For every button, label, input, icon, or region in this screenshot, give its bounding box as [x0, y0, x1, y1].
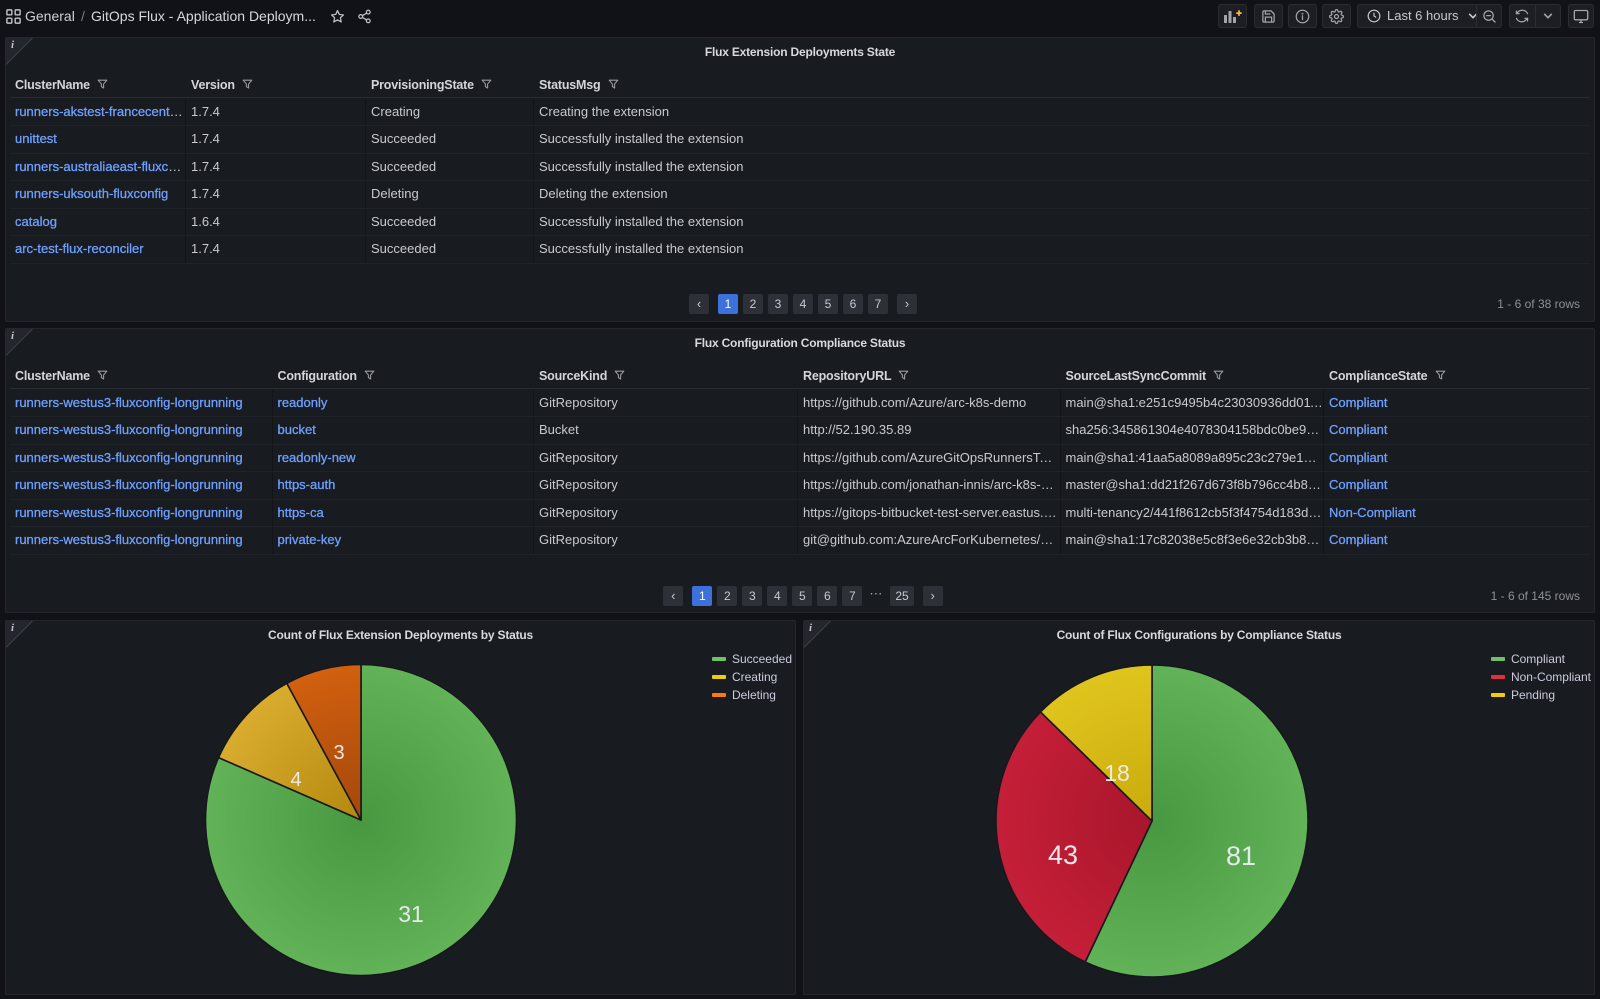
svg-text:81: 81: [1226, 841, 1256, 871]
svg-text:4: 4: [290, 769, 301, 791]
svg-text:31: 31: [398, 901, 424, 927]
svg-text:18: 18: [1104, 760, 1130, 786]
svg-text:43: 43: [1048, 840, 1078, 870]
svg-text:3: 3: [333, 742, 344, 764]
